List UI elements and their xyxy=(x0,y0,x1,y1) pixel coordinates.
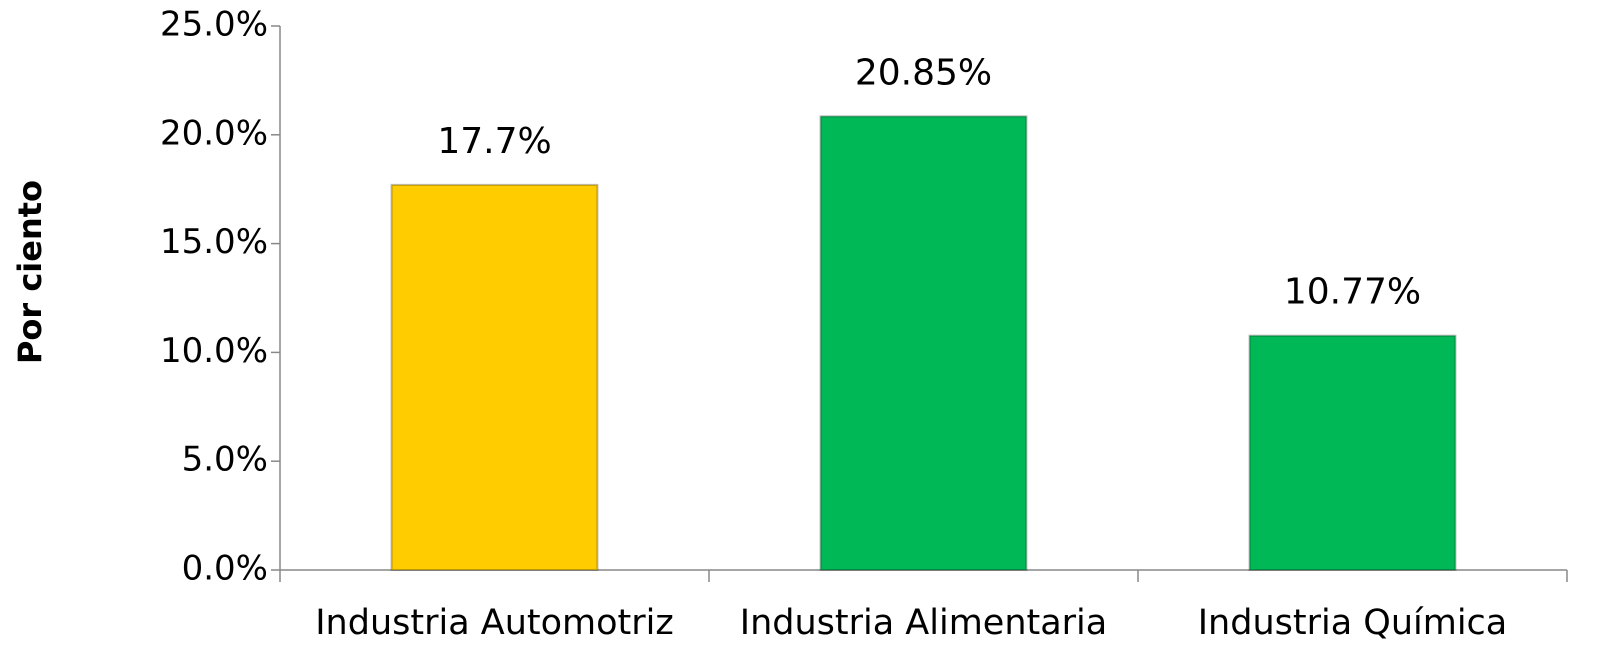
bar xyxy=(819,115,1028,572)
bar xyxy=(1248,334,1457,571)
y-tick-label: 15.0% xyxy=(160,222,268,262)
y-tick-label: 0.0% xyxy=(182,549,268,589)
y-tick-label: 25.0% xyxy=(160,5,268,45)
y-tick-label: 20.0% xyxy=(160,113,268,153)
data-label: 17.7% xyxy=(437,121,551,162)
x-tick-label: Industria Automotriz xyxy=(315,603,674,643)
x-tick-label: Industria Química xyxy=(1198,603,1508,643)
data-label: 10.77% xyxy=(1284,272,1421,313)
x-tick-label: Industria Alimentaria xyxy=(740,603,1107,643)
y-tick-label: 5.0% xyxy=(182,440,268,480)
y-tick-label: 10.0% xyxy=(160,331,268,371)
bar xyxy=(390,183,599,572)
y-axis-title: Por ciento xyxy=(11,180,49,364)
data-label: 20.85% xyxy=(855,52,992,93)
